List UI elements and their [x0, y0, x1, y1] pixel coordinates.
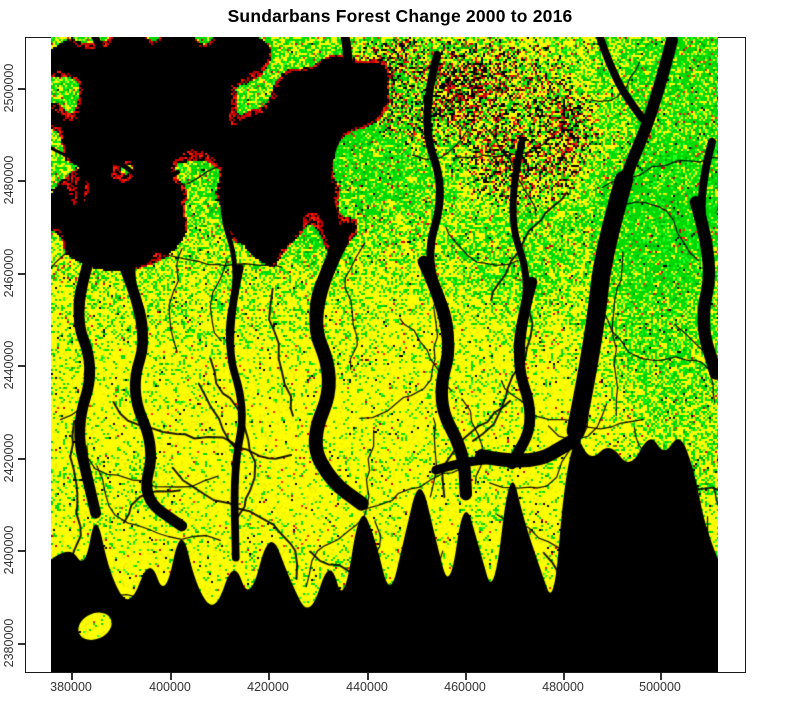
y-tick: [18, 180, 25, 182]
y-tick: [18, 365, 25, 367]
x-tick-label: 480000: [542, 680, 584, 694]
y-tick-label: 2380000: [2, 618, 16, 668]
x-tick-label: 420000: [247, 680, 289, 694]
chart-title: Sundarbans Forest Change 2000 to 2016: [227, 6, 573, 26]
x-tick: [170, 673, 172, 680]
x-tick: [367, 673, 369, 680]
y-tick-label: 2480000: [2, 155, 16, 205]
x-tick-label: 440000: [346, 680, 388, 694]
y-tick: [18, 88, 25, 90]
y-tick: [18, 550, 25, 552]
y-tick-label: 2460000: [2, 248, 16, 298]
y-tick-label: 2400000: [2, 525, 16, 575]
raster-map-canvas: [51, 37, 718, 672]
x-tick-label: 500000: [639, 680, 681, 694]
y-tick-label: 2500000: [2, 63, 16, 113]
x-tick: [268, 673, 270, 680]
x-tick: [563, 673, 565, 680]
x-tick: [660, 673, 662, 680]
x-tick: [71, 673, 73, 680]
x-tick: [465, 673, 467, 680]
x-tick-label: 460000: [444, 680, 486, 694]
x-tick-label: 400000: [149, 680, 191, 694]
x-tick-label: 380000: [50, 680, 92, 694]
y-tick: [18, 273, 25, 275]
y-tick-label: 2420000: [2, 433, 16, 483]
y-tick: [18, 458, 25, 460]
y-tick-label: 2440000: [2, 340, 16, 390]
y-tick: [18, 643, 25, 645]
